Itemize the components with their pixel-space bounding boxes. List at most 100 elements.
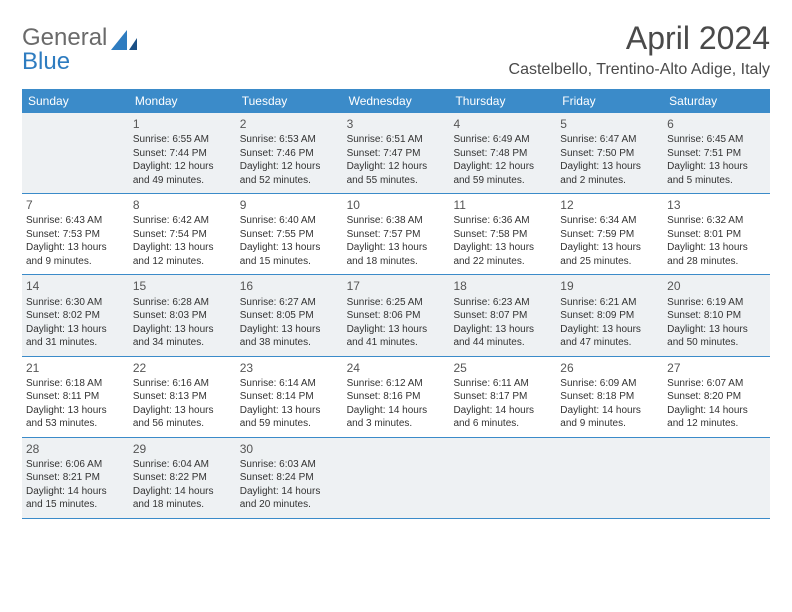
day-info-line: Daylight: 12 hours bbox=[453, 160, 552, 174]
day-info-line: Daylight: 14 hours bbox=[347, 404, 446, 418]
day-cell: 23Sunrise: 6:14 AMSunset: 8:14 PMDayligh… bbox=[236, 357, 343, 437]
day-info-line: Daylight: 13 hours bbox=[560, 241, 659, 255]
day-info-line: and 50 minutes. bbox=[667, 336, 766, 350]
weekday-header: Sunday bbox=[22, 89, 129, 113]
day-cell: 3Sunrise: 6:51 AMSunset: 7:47 PMDaylight… bbox=[343, 113, 450, 193]
day-info-line: and 47 minutes. bbox=[560, 336, 659, 350]
day-info-line: Sunset: 7:44 PM bbox=[133, 147, 232, 161]
week-row: 7Sunrise: 6:43 AMSunset: 7:53 PMDaylight… bbox=[22, 194, 770, 275]
day-info-line: Sunrise: 6:23 AM bbox=[453, 296, 552, 310]
day-info-line: Daylight: 13 hours bbox=[133, 404, 232, 418]
day-info-line: Sunset: 8:11 PM bbox=[26, 390, 125, 404]
day-number: 28 bbox=[26, 441, 125, 457]
weekday-header: Saturday bbox=[663, 89, 770, 113]
day-info-line: Sunrise: 6:18 AM bbox=[26, 377, 125, 391]
day-cell: 13Sunrise: 6:32 AMSunset: 8:01 PMDayligh… bbox=[663, 194, 770, 274]
day-cell: 19Sunrise: 6:21 AMSunset: 8:09 PMDayligh… bbox=[556, 275, 663, 355]
day-cell: 30Sunrise: 6:03 AMSunset: 8:24 PMDayligh… bbox=[236, 438, 343, 518]
day-number: 30 bbox=[240, 441, 339, 457]
day-info-line: and 9 minutes. bbox=[560, 417, 659, 431]
calendar-page: General Blue April 2024 Castelbello, Tre… bbox=[0, 0, 792, 612]
day-number: 24 bbox=[347, 360, 446, 376]
location-label: Castelbello, Trentino-Alto Adige, Italy bbox=[509, 61, 770, 79]
day-cell: 7Sunrise: 6:43 AMSunset: 7:53 PMDaylight… bbox=[22, 194, 129, 274]
day-info-line: and 59 minutes. bbox=[240, 417, 339, 431]
brand-part2: Blue bbox=[22, 48, 70, 75]
day-info-line: Daylight: 12 hours bbox=[240, 160, 339, 174]
day-cell: 4Sunrise: 6:49 AMSunset: 7:48 PMDaylight… bbox=[449, 113, 556, 193]
day-number: 7 bbox=[26, 197, 125, 213]
day-info-line: Sunset: 8:16 PM bbox=[347, 390, 446, 404]
day-info-line: and 34 minutes. bbox=[133, 336, 232, 350]
weekday-header-row: SundayMondayTuesdayWednesdayThursdayFrid… bbox=[22, 89, 770, 113]
day-info-line: Sunset: 8:24 PM bbox=[240, 471, 339, 485]
day-cell: 2Sunrise: 6:53 AMSunset: 7:46 PMDaylight… bbox=[236, 113, 343, 193]
day-info-line: Sunrise: 6:14 AM bbox=[240, 377, 339, 391]
day-cell bbox=[343, 438, 450, 518]
weekday-header: Wednesday bbox=[343, 89, 450, 113]
day-number: 4 bbox=[453, 116, 552, 132]
day-info-line: and 59 minutes. bbox=[453, 174, 552, 188]
day-cell: 16Sunrise: 6:27 AMSunset: 8:05 PMDayligh… bbox=[236, 275, 343, 355]
brand-part1: General bbox=[22, 24, 107, 51]
day-cell: 24Sunrise: 6:12 AMSunset: 8:16 PMDayligh… bbox=[343, 357, 450, 437]
day-cell: 9Sunrise: 6:40 AMSunset: 7:55 PMDaylight… bbox=[236, 194, 343, 274]
day-info-line: Sunrise: 6:30 AM bbox=[26, 296, 125, 310]
day-info-line: and 31 minutes. bbox=[26, 336, 125, 350]
day-info-line: Sunrise: 6:16 AM bbox=[133, 377, 232, 391]
day-number: 6 bbox=[667, 116, 766, 132]
day-cell: 28Sunrise: 6:06 AMSunset: 8:21 PMDayligh… bbox=[22, 438, 129, 518]
day-info-line: Sunrise: 6:04 AM bbox=[133, 458, 232, 472]
day-info-line: Sunset: 8:22 PM bbox=[133, 471, 232, 485]
day-number: 23 bbox=[240, 360, 339, 376]
day-info-line: Sunrise: 6:38 AM bbox=[347, 214, 446, 228]
day-cell: 21Sunrise: 6:18 AMSunset: 8:11 PMDayligh… bbox=[22, 357, 129, 437]
week-row: 28Sunrise: 6:06 AMSunset: 8:21 PMDayligh… bbox=[22, 438, 770, 519]
day-info-line: Sunrise: 6:43 AM bbox=[26, 214, 125, 228]
day-cell: 8Sunrise: 6:42 AMSunset: 7:54 PMDaylight… bbox=[129, 194, 236, 274]
day-number: 26 bbox=[560, 360, 659, 376]
day-cell: 20Sunrise: 6:19 AMSunset: 8:10 PMDayligh… bbox=[663, 275, 770, 355]
day-info-line: Sunset: 8:09 PM bbox=[560, 309, 659, 323]
day-info-line: Sunset: 8:01 PM bbox=[667, 228, 766, 242]
day-cell: 10Sunrise: 6:38 AMSunset: 7:57 PMDayligh… bbox=[343, 194, 450, 274]
weekday-header: Friday bbox=[556, 89, 663, 113]
day-info-line: Daylight: 13 hours bbox=[560, 160, 659, 174]
day-number: 25 bbox=[453, 360, 552, 376]
day-info-line: and 5 minutes. bbox=[667, 174, 766, 188]
day-info-line: Sunset: 7:59 PM bbox=[560, 228, 659, 242]
day-info-line: Sunrise: 6:19 AM bbox=[667, 296, 766, 310]
day-number: 10 bbox=[347, 197, 446, 213]
calendar-grid: SundayMondayTuesdayWednesdayThursdayFrid… bbox=[22, 89, 770, 519]
day-info-line: Daylight: 14 hours bbox=[560, 404, 659, 418]
day-info-line: Sunset: 8:20 PM bbox=[667, 390, 766, 404]
day-info-line: Sunset: 8:10 PM bbox=[667, 309, 766, 323]
day-cell: 15Sunrise: 6:28 AMSunset: 8:03 PMDayligh… bbox=[129, 275, 236, 355]
day-info-line: Daylight: 13 hours bbox=[133, 241, 232, 255]
day-info-line: Daylight: 13 hours bbox=[453, 323, 552, 337]
day-info-line: Sunset: 7:48 PM bbox=[453, 147, 552, 161]
day-info-line: Sunset: 7:54 PM bbox=[133, 228, 232, 242]
day-number: 13 bbox=[667, 197, 766, 213]
day-info-line: and 20 minutes. bbox=[240, 498, 339, 512]
day-cell bbox=[22, 113, 129, 193]
day-cell: 17Sunrise: 6:25 AMSunset: 8:06 PMDayligh… bbox=[343, 275, 450, 355]
day-info-line: Sunset: 8:21 PM bbox=[26, 471, 125, 485]
day-info-line: Daylight: 13 hours bbox=[347, 241, 446, 255]
day-info-line: Sunrise: 6:21 AM bbox=[560, 296, 659, 310]
day-info-line: Sunrise: 6:55 AM bbox=[133, 133, 232, 147]
day-info-line: and 9 minutes. bbox=[26, 255, 125, 269]
day-info-line: Sunrise: 6:32 AM bbox=[667, 214, 766, 228]
day-info-line: Daylight: 14 hours bbox=[240, 485, 339, 499]
day-info-line: Daylight: 12 hours bbox=[133, 160, 232, 174]
day-info-line: Sunset: 7:57 PM bbox=[347, 228, 446, 242]
day-info-line: Daylight: 13 hours bbox=[560, 323, 659, 337]
day-info-line: Sunrise: 6:36 AM bbox=[453, 214, 552, 228]
day-cell: 1Sunrise: 6:55 AMSunset: 7:44 PMDaylight… bbox=[129, 113, 236, 193]
day-info-line: Daylight: 13 hours bbox=[26, 241, 125, 255]
day-info-line: Daylight: 13 hours bbox=[667, 241, 766, 255]
day-info-line: Sunset: 7:46 PM bbox=[240, 147, 339, 161]
day-info-line: Daylight: 13 hours bbox=[26, 404, 125, 418]
day-info-line: Daylight: 12 hours bbox=[347, 160, 446, 174]
day-cell bbox=[663, 438, 770, 518]
